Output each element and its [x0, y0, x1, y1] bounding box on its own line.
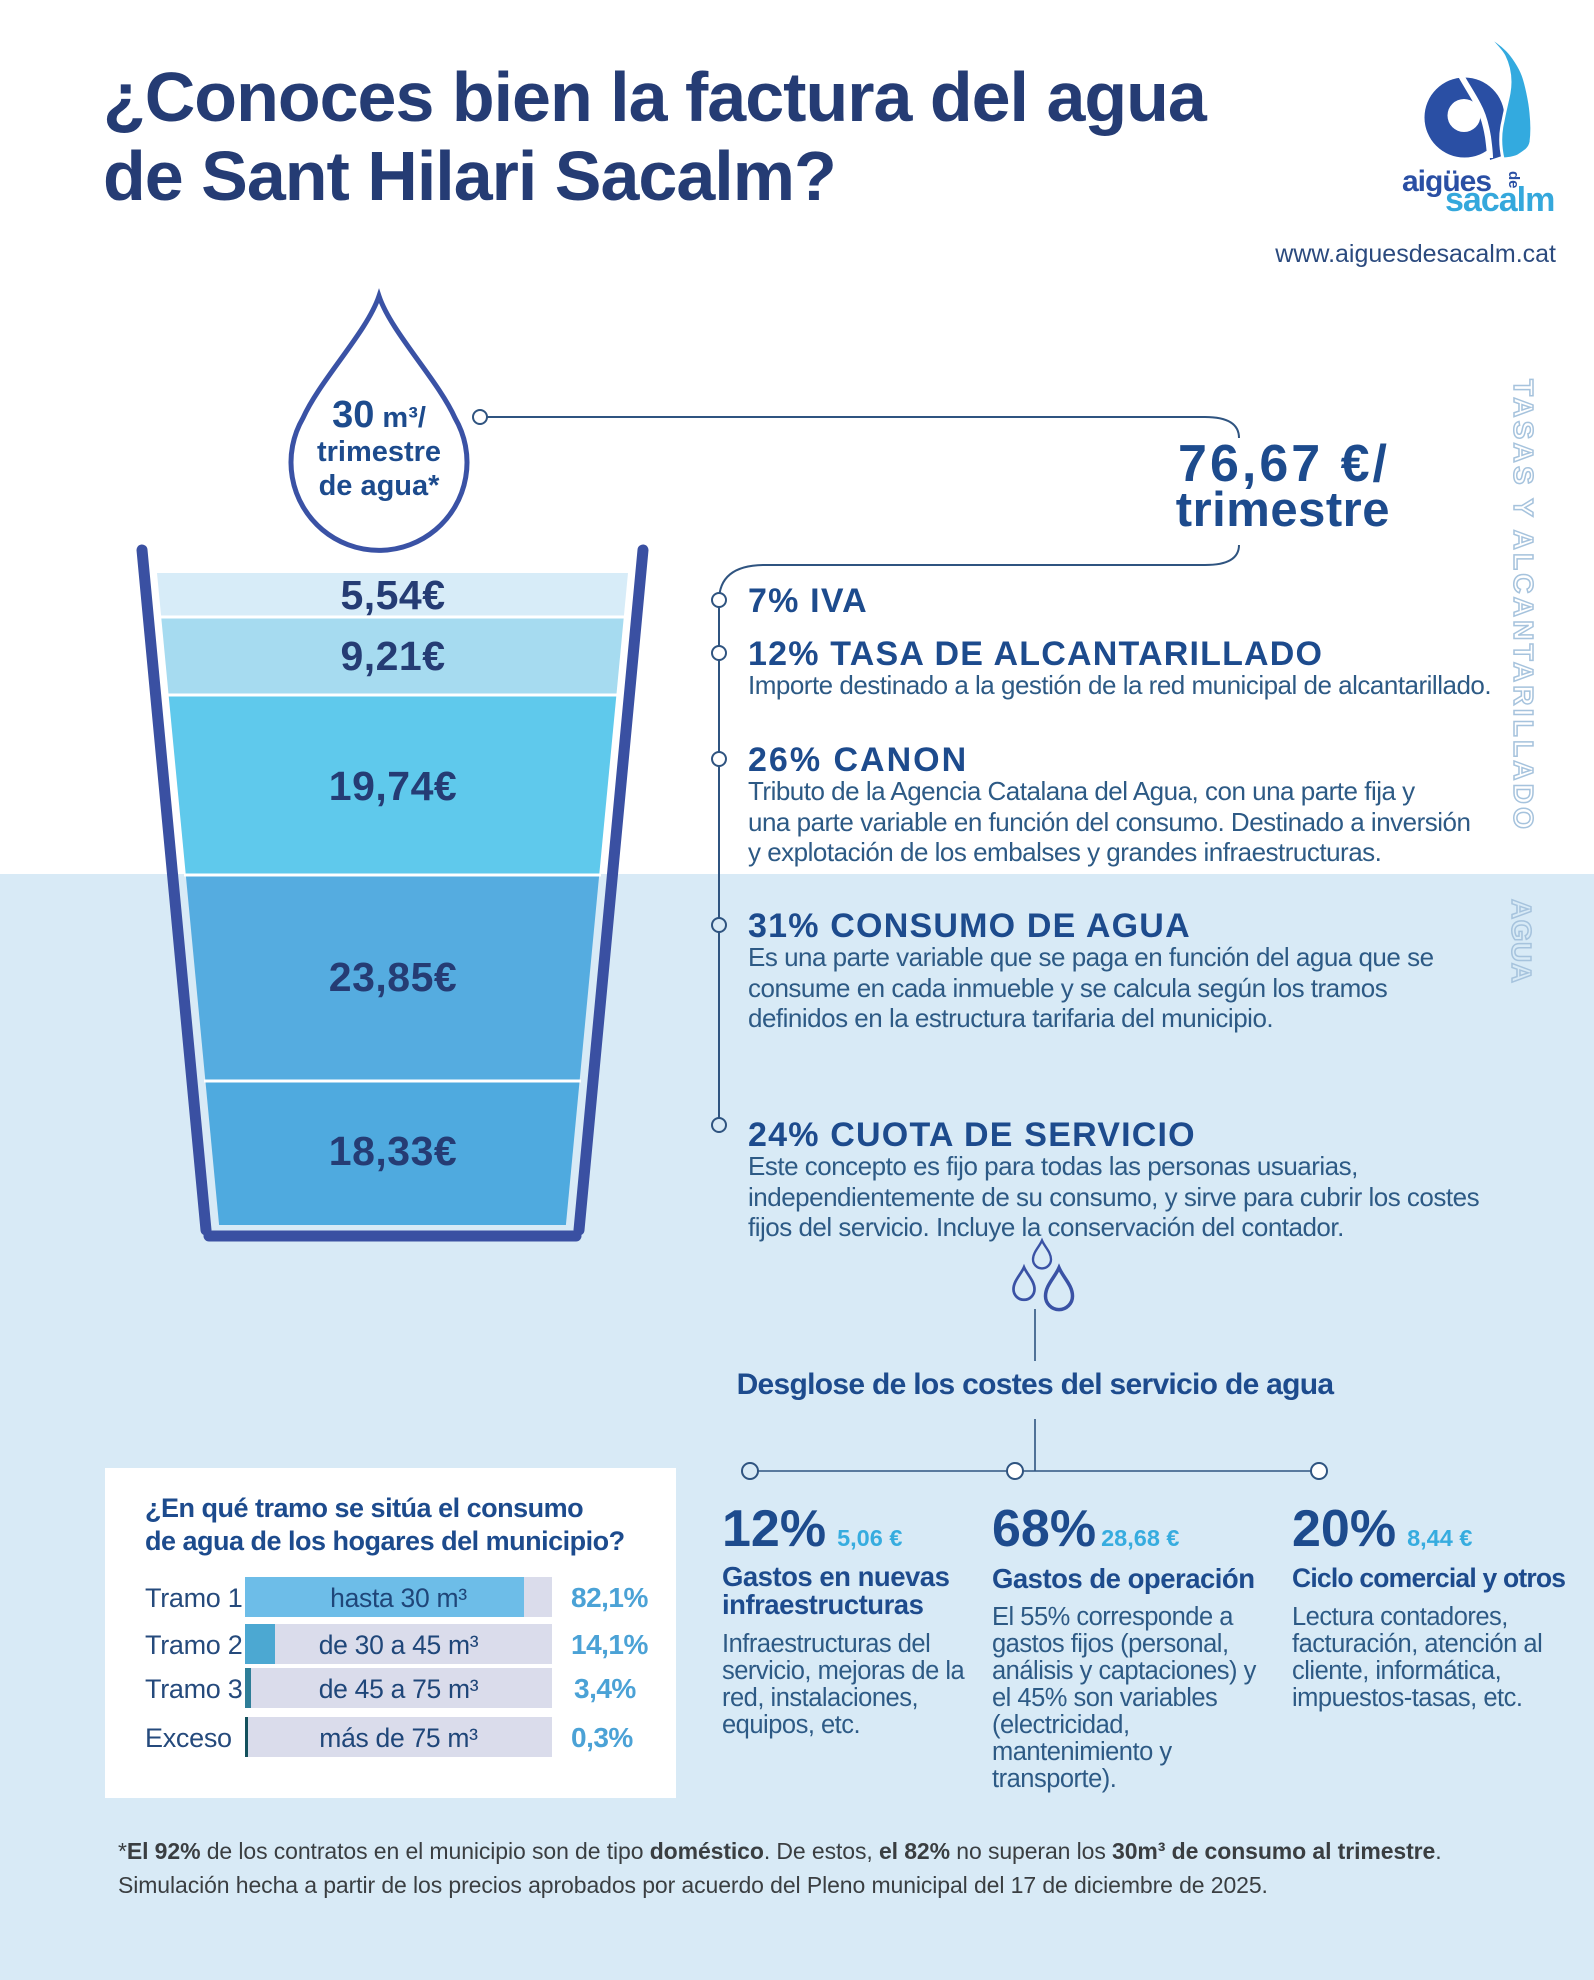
svg-text:de: de [1505, 171, 1522, 189]
svg-text:sacalm: sacalm [1445, 181, 1554, 219]
svg-text:aigües: aigües [1402, 165, 1491, 198]
